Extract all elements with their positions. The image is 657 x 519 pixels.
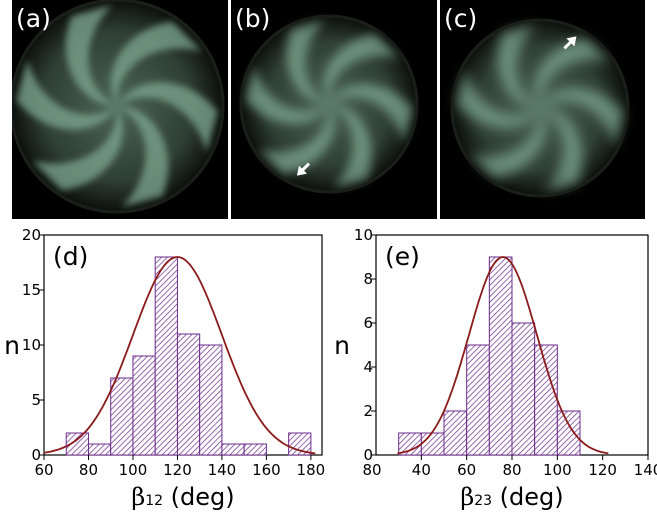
panel-label-c: (c) bbox=[444, 4, 478, 33]
panel-label-e: (e) bbox=[385, 242, 420, 271]
xtick-label-d-2: 100 bbox=[119, 461, 148, 479]
bar-e-1 bbox=[420, 432, 445, 456]
bar-e-6 bbox=[534, 344, 558, 456]
micrograph-c bbox=[440, 0, 645, 219]
xtick-label-d-3: 120 bbox=[163, 461, 192, 479]
micrograph-panel-c: (c) bbox=[440, 0, 645, 219]
bar-d-1 bbox=[87, 443, 112, 456]
xtick-label-e-5: 140 bbox=[634, 461, 657, 479]
fit-curve-e bbox=[397, 256, 609, 455]
ytick-label-e-3: 6 bbox=[363, 314, 373, 332]
bar-d-2 bbox=[110, 377, 134, 456]
bar-d-5 bbox=[176, 333, 201, 456]
bar-d-8 bbox=[243, 443, 267, 456]
bar-e-7 bbox=[556, 410, 581, 456]
xtick-label-d-1: 80 bbox=[79, 461, 98, 479]
panel-label-d: (d) bbox=[53, 242, 88, 271]
xtick-label-e-1: 60 bbox=[457, 461, 476, 479]
micrograph-a bbox=[12, 0, 228, 219]
panel-label-a: (a) bbox=[16, 4, 51, 33]
bar-e-4 bbox=[488, 256, 513, 456]
bar-e-2 bbox=[443, 410, 468, 456]
ytick-label-d-3: 15 bbox=[22, 281, 41, 299]
ytick-label-d-0: 0 bbox=[31, 446, 41, 464]
ytick-label-d-1: 5 bbox=[31, 391, 41, 409]
panel-label-b: (b) bbox=[235, 4, 271, 33]
xtick-label-d-5: 160 bbox=[252, 461, 281, 479]
bar-e-3 bbox=[466, 344, 490, 456]
ytick-label-e-0: 0 bbox=[363, 446, 373, 464]
ytick-label-d-4: 20 bbox=[22, 226, 41, 244]
xtick-label-d-0: 60 bbox=[34, 461, 53, 479]
ytick-label-e-2: 4 bbox=[363, 358, 373, 376]
xtick-label-d-6: 180 bbox=[297, 461, 326, 479]
xtick-label-e-extra: 80 bbox=[362, 461, 381, 479]
micrograph-panel-b: (b) bbox=[231, 0, 437, 219]
xtick-label-e-0: 40 bbox=[412, 461, 431, 479]
bar-d-7 bbox=[221, 443, 245, 456]
histogram-d-wrap: 60 80 100 120 140 160 180 0 5 10 15 20 (d) n β12 (deg) bbox=[0, 226, 325, 516]
histogram-d: 60 80 100 120 140 160 180 0 5 10 15 20 (d) n β12 (deg) bbox=[4, 226, 325, 511]
ytick-label-e-4: 8 bbox=[363, 270, 373, 288]
fit-curve-d bbox=[43, 256, 316, 455]
ytick-label-e-1: 2 bbox=[363, 402, 373, 420]
micrograph-b bbox=[231, 0, 437, 219]
xtick-label-e-3: 100 bbox=[543, 461, 572, 479]
bar-e-5 bbox=[511, 322, 536, 456]
xtick-label-e-2: 80 bbox=[502, 461, 521, 479]
y-axis-label-e: n bbox=[334, 331, 350, 360]
bar-d-3 bbox=[132, 355, 156, 456]
y-axis-label-d: n bbox=[4, 331, 20, 360]
x-axis-label-e: β23 (deg) bbox=[460, 483, 563, 511]
xtick-label-e-4: 120 bbox=[588, 461, 617, 479]
bar-d-6 bbox=[199, 344, 223, 456]
ytick-label-d-2: 10 bbox=[22, 336, 41, 354]
bar-d-4 bbox=[154, 256, 178, 456]
micrograph-panel-a: (a) bbox=[12, 0, 228, 219]
xtick-label-d-4: 140 bbox=[208, 461, 237, 479]
x-axis-label-d: β12 (deg) bbox=[131, 483, 234, 511]
ytick-label-e-5: 10 bbox=[354, 226, 373, 244]
